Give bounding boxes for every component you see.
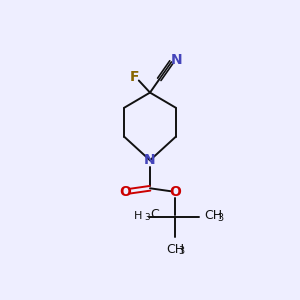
Text: N: N: [144, 153, 156, 167]
Text: O: O: [169, 185, 181, 199]
Text: H: H: [134, 211, 142, 221]
Text: 3: 3: [178, 246, 184, 256]
Text: 3: 3: [217, 213, 223, 223]
Text: CH: CH: [166, 243, 184, 256]
Text: N: N: [171, 52, 183, 67]
Text: $_3$C: $_3$C: [143, 208, 160, 223]
Text: F: F: [130, 70, 139, 84]
Text: CH: CH: [205, 209, 223, 222]
Text: O: O: [119, 185, 131, 199]
